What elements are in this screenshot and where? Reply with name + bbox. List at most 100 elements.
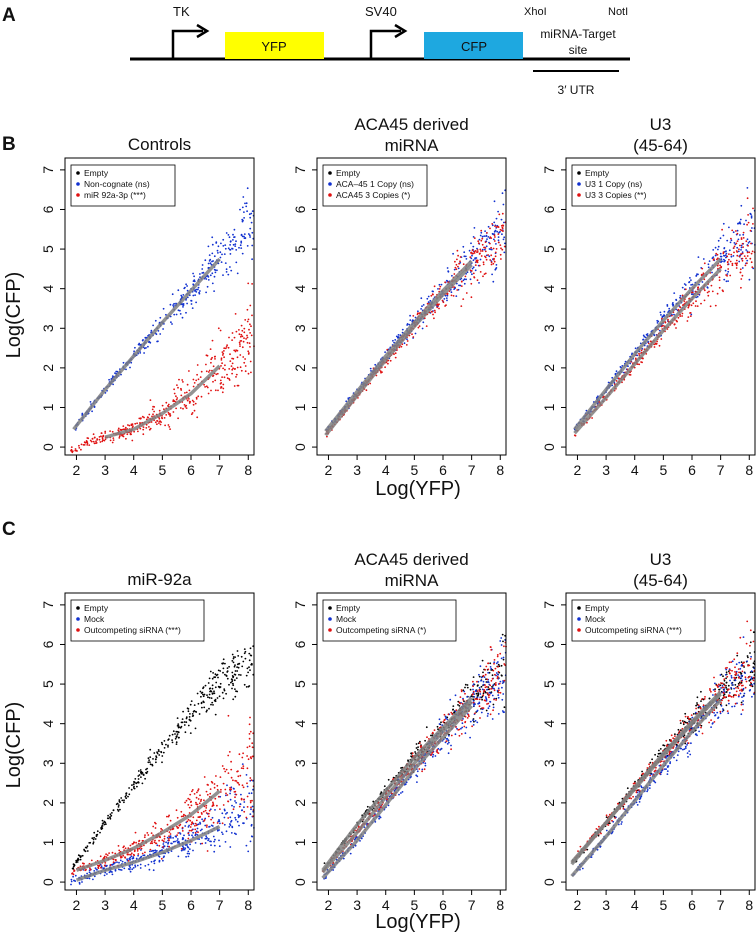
fit-line	[321, 696, 473, 872]
data-point	[429, 299, 432, 302]
data-point	[446, 293, 449, 296]
data-point	[640, 349, 643, 352]
data-point	[199, 290, 201, 292]
data-point	[205, 837, 208, 840]
data-point	[205, 790, 208, 793]
data-point	[729, 241, 732, 244]
data-point	[149, 763, 152, 766]
data-point	[490, 687, 493, 690]
data-point	[497, 239, 500, 242]
data-point	[454, 266, 457, 269]
data-point	[148, 759, 151, 761]
x-tick-label: 8	[244, 462, 252, 478]
data-point	[151, 764, 154, 767]
data-point	[213, 783, 216, 785]
data-point	[457, 729, 460, 731]
data-point	[177, 725, 180, 727]
data-point	[723, 258, 725, 261]
data-point	[482, 694, 485, 697]
data-point	[187, 724, 190, 727]
data-point	[735, 259, 738, 262]
data-point	[450, 291, 453, 294]
data-point	[225, 271, 228, 273]
legend-marker	[328, 193, 332, 197]
data-point	[392, 339, 394, 342]
data-point	[212, 365, 215, 368]
data-point	[251, 835, 254, 838]
data-point	[690, 313, 693, 316]
data-point	[469, 688, 472, 691]
y-tick-label: 3	[40, 324, 56, 332]
data-point	[162, 751, 165, 754]
data-point	[706, 291, 709, 294]
data-point	[502, 658, 505, 661]
data-point	[473, 696, 476, 698]
data-point	[472, 685, 474, 688]
data-point	[472, 688, 474, 691]
data-point	[232, 239, 234, 241]
data-point	[109, 816, 111, 819]
sv40-promoter-arrow-icon	[369, 29, 401, 59]
data-point	[245, 816, 248, 819]
data-point	[175, 743, 178, 745]
data-point	[498, 231, 500, 234]
data-point	[231, 362, 234, 365]
data-point	[171, 293, 174, 296]
data-point	[100, 866, 102, 869]
data-point	[98, 436, 101, 438]
data-point	[502, 203, 505, 206]
data-point	[182, 846, 185, 849]
data-point	[694, 305, 697, 307]
data-point	[221, 812, 224, 815]
data-point	[746, 255, 749, 257]
data-point	[240, 793, 242, 796]
data-point	[217, 676, 219, 679]
data-point	[239, 335, 242, 338]
data-point	[696, 305, 699, 307]
data-point	[733, 242, 736, 244]
data-point	[472, 724, 475, 726]
data-point	[232, 808, 235, 811]
data-point	[126, 433, 129, 436]
data-point	[72, 863, 75, 866]
data-point	[171, 741, 174, 744]
data-point	[125, 437, 127, 440]
data-point	[133, 430, 136, 433]
data-point	[226, 377, 229, 380]
data-point	[155, 842, 158, 845]
data-point	[457, 265, 459, 268]
data-point	[477, 693, 480, 696]
data-point	[71, 450, 74, 453]
data-point	[744, 264, 747, 267]
data-point	[133, 787, 136, 790]
data-point	[235, 373, 238, 376]
data-point	[127, 424, 129, 426]
data-point	[205, 278, 208, 280]
data-point	[191, 307, 194, 309]
data-point	[246, 245, 249, 247]
data-point	[132, 853, 135, 856]
x-tick-label: 8	[496, 462, 504, 478]
data-point	[489, 227, 491, 230]
data-point	[238, 333, 241, 336]
data-point	[115, 803, 118, 806]
data-point	[722, 234, 725, 237]
data-point	[187, 818, 190, 821]
data-point	[231, 811, 234, 814]
data-point	[698, 293, 701, 296]
data-point	[213, 690, 215, 693]
data-point	[732, 231, 735, 234]
data-point	[386, 348, 389, 351]
data-point	[150, 860, 153, 863]
data-point	[243, 810, 246, 813]
data-point	[481, 243, 484, 246]
data-point	[244, 650, 247, 653]
data-point	[687, 306, 690, 309]
data-point	[733, 245, 736, 248]
data-point	[190, 303, 193, 305]
data-point	[214, 700, 217, 703]
data-point	[739, 254, 742, 257]
data-point	[197, 831, 199, 834]
data-point	[673, 292, 676, 294]
data-point	[417, 310, 419, 313]
